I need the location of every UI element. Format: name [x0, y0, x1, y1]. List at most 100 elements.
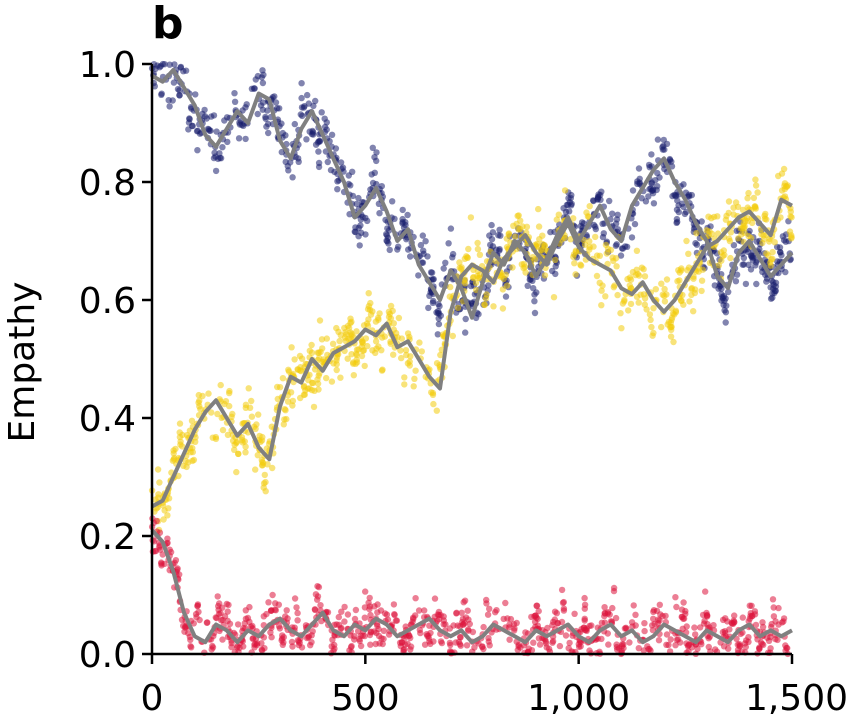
scatter-point: [355, 224, 362, 232]
scatter-point: [278, 635, 286, 642]
scatter-point: [667, 636, 674, 643]
scatter-point: [209, 434, 216, 441]
scatter-point: [646, 185, 653, 193]
scatter-point: [365, 303, 373, 310]
series-1-mean-line: [151, 197, 793, 509]
scatter-point: [763, 250, 770, 257]
scatter-point: [315, 349, 322, 356]
scatter-point: [214, 410, 221, 418]
scatter-point: [224, 138, 231, 146]
scatter-point: [276, 384, 284, 391]
scatter-point: [250, 635, 257, 642]
scatter-point: [170, 450, 177, 457]
scatter-point: [659, 146, 667, 153]
scatter-point: [685, 264, 693, 271]
scatter-point: [338, 608, 345, 615]
scatter-point: [259, 461, 266, 469]
scatter-point: [675, 208, 682, 216]
scatter-point: [560, 598, 567, 606]
scatter-point: [621, 625, 629, 632]
scatter-point: [740, 220, 747, 227]
scatter-point: [502, 293, 510, 300]
scatter-point: [204, 619, 211, 626]
y-tick-label: 0.6: [79, 281, 136, 322]
scatter-point: [344, 355, 351, 362]
scatter-point: [570, 215, 577, 222]
scatter-point: [219, 636, 226, 643]
scatter-point: [182, 67, 190, 74]
scatter-point: [769, 255, 776, 262]
scatter-point: [588, 622, 595, 629]
scatter-point: [745, 261, 752, 268]
scatter-point: [369, 179, 377, 187]
scatter-point: [658, 280, 665, 287]
scatter-point: [235, 450, 242, 457]
scatter-point: [428, 269, 436, 276]
scatter-point: [552, 256, 559, 264]
scatter-point: [604, 260, 611, 268]
scatter-point: [445, 240, 452, 247]
scatter-point: [531, 291, 538, 298]
scatter-point: [295, 155, 302, 162]
scatter-point: [425, 632, 432, 639]
scatter-point: [537, 246, 545, 253]
scatter-point: [404, 211, 411, 219]
scatter-point: [383, 237, 390, 244]
scatter-point: [298, 644, 306, 651]
scatter-point: [407, 253, 414, 260]
scatter-point: [294, 617, 301, 624]
scatter-point: [367, 311, 375, 318]
scatter-point: [656, 174, 663, 181]
scatter-point: [170, 79, 178, 86]
scatter-point: [217, 381, 224, 389]
scatter-point: [571, 610, 578, 617]
scatter-point: [374, 622, 381, 630]
scatter-point: [606, 197, 613, 205]
scatter-point: [189, 448, 196, 456]
scatter-point: [453, 610, 460, 617]
scatter-point: [245, 385, 252, 392]
scatter-point: [435, 320, 443, 328]
scatter-point: [332, 145, 340, 152]
scatter-point: [673, 603, 680, 611]
scatter-point: [581, 594, 588, 602]
scatter-point: [722, 319, 729, 326]
scatter-point: [590, 197, 597, 204]
scatter-point: [341, 618, 348, 625]
scatter-point: [556, 642, 564, 650]
scatter-point: [231, 446, 238, 453]
scatter-point: [403, 236, 410, 243]
scatter-point: [614, 291, 621, 299]
scatter-point: [291, 120, 298, 128]
scatter-point: [454, 304, 462, 312]
scatter-point: [645, 193, 652, 200]
scatter-point: [262, 115, 269, 122]
scatter-point: [463, 642, 471, 649]
scatter-point: [663, 631, 671, 638]
scatter-point: [361, 614, 368, 621]
scatter-point: [268, 607, 275, 614]
scatter-point: [686, 298, 693, 305]
scatter-point: [206, 127, 213, 134]
scatter-point: [700, 620, 708, 627]
scatter-point: [418, 348, 425, 355]
scatter-point: [736, 643, 743, 650]
scatter-point: [284, 162, 291, 170]
scatter-point: [323, 374, 330, 382]
scatter-point: [351, 615, 359, 623]
scatter-point: [289, 402, 296, 409]
scatter-point: [375, 343, 382, 350]
scatter-point: [231, 90, 238, 97]
scatter-point: [745, 189, 752, 197]
scatter-point: [751, 611, 759, 618]
scatter-point: [272, 99, 280, 106]
scatter-point: [605, 641, 612, 648]
scatter-point: [279, 375, 287, 382]
scatter-point: [718, 291, 725, 298]
scatter-point: [247, 623, 254, 630]
scatter-point: [366, 603, 374, 610]
scatter-point: [449, 250, 457, 258]
scatter-point: [391, 611, 398, 618]
scatter-point: [777, 249, 784, 256]
scatter-point: [196, 403, 203, 410]
